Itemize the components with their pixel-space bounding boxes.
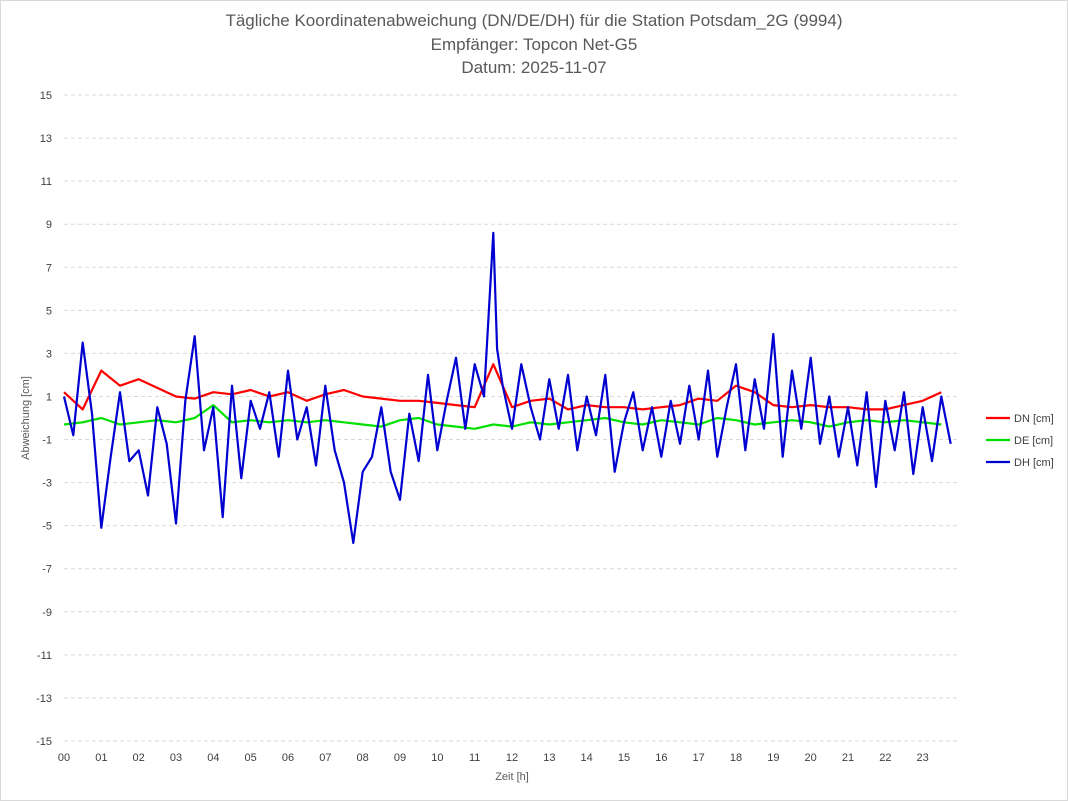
y-tick-label: -5 — [42, 521, 52, 533]
x-tick-label: 17 — [693, 752, 705, 764]
legend-label-de: DE [cm] — [1014, 435, 1053, 447]
x-tick-label: 20 — [805, 752, 817, 764]
x-axis-label: Zeit [h] — [495, 771, 529, 783]
x-tick-label: 04 — [207, 752, 219, 764]
y-tick-label: -1 — [42, 435, 52, 447]
x-tick-label: 09 — [394, 752, 406, 764]
x-tick-label: 14 — [581, 752, 593, 764]
y-axis-label: Abweichung [cm] — [20, 376, 32, 460]
x-tick-label: 11 — [469, 752, 480, 764]
x-tick-label: 18 — [730, 752, 742, 764]
chart-title: Tägliche Koordinatenabweichung (DN/DE/DH… — [225, 11, 843, 30]
y-tick-label: -9 — [42, 607, 52, 619]
x-tick-label: 12 — [506, 752, 518, 764]
y-tick-label: 5 — [46, 305, 52, 317]
y-tick-label: 3 — [46, 348, 52, 360]
x-tick-label: 16 — [655, 752, 667, 764]
y-tick-label: -11 — [37, 650, 52, 662]
x-tick-label: 03 — [170, 752, 182, 764]
chart-subtitle-date: Datum: 2025-11-07 — [461, 58, 607, 77]
x-tick-label: 00 — [58, 752, 70, 764]
x-tick-label: 15 — [618, 752, 630, 764]
y-tick-label: -13 — [36, 693, 52, 705]
x-tick-label: 19 — [767, 752, 779, 764]
y-tick-label: -3 — [42, 478, 52, 490]
x-tick-label: 06 — [282, 752, 294, 764]
series-line-dh — [62, 231, 952, 545]
y-tick-label: 13 — [40, 133, 52, 145]
x-tick-label: 01 — [95, 752, 107, 764]
y-tick-label: -7 — [42, 564, 52, 576]
legend-label-dn: DN [cm] — [1014, 413, 1054, 425]
y-tick-label: 1 — [46, 391, 52, 403]
legend-label-dh: DH [cm] — [1014, 457, 1054, 469]
x-tick-label: 02 — [133, 752, 145, 764]
y-tick-label: 9 — [46, 219, 52, 231]
x-tick-label: 05 — [245, 752, 257, 764]
x-tick-label: 21 — [842, 752, 854, 764]
x-tick-label: 10 — [431, 752, 443, 764]
x-tick-label: 07 — [319, 752, 331, 764]
x-tick-label: 08 — [357, 752, 369, 764]
x-tick-label: 23 — [917, 752, 929, 764]
x-tick-label: 22 — [879, 752, 891, 764]
y-tick-label: 15 — [40, 90, 52, 102]
y-tick-label: 11 — [41, 176, 52, 188]
y-tick-label: 7 — [46, 262, 52, 274]
x-tick-label: 13 — [543, 752, 555, 764]
y-tick-label: -15 — [36, 736, 52, 748]
chart-subtitle-receiver: Empfänger: Topcon Net-G5 — [430, 35, 638, 54]
series-line-de — [63, 404, 942, 430]
